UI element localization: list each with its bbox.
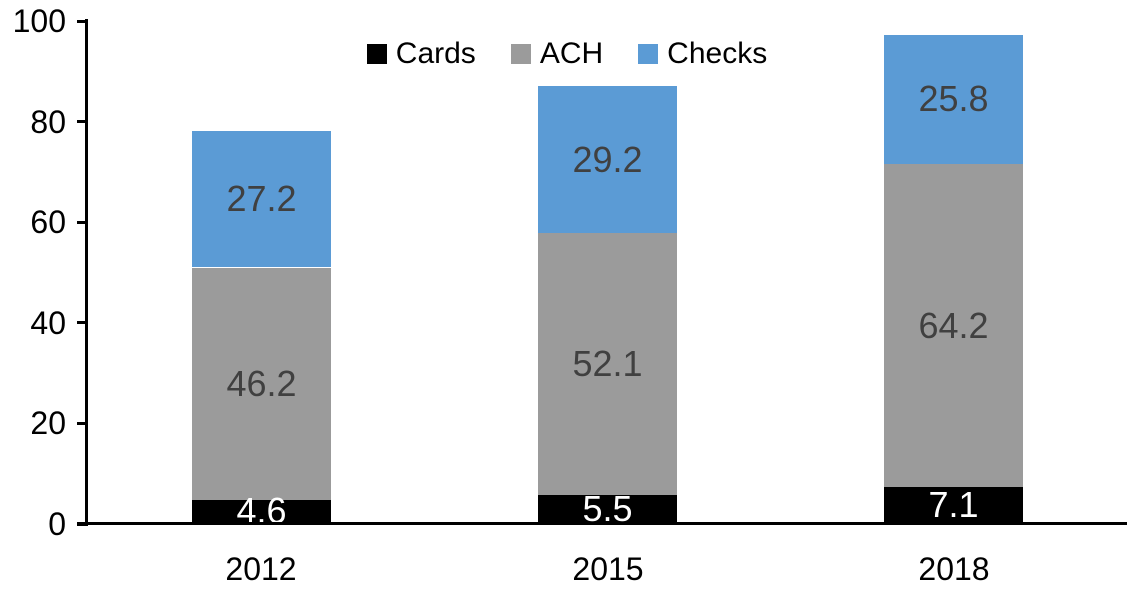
- y-tick-mark: [77, 20, 88, 23]
- legend-item-cards: Cards: [366, 37, 476, 70]
- x-axis-label-2018: 2018: [918, 551, 990, 587]
- y-axis-label-60: 60: [30, 204, 66, 240]
- bar-2015-checks-value: 29.2: [572, 138, 643, 180]
- y-tick-mark: [77, 221, 88, 224]
- y-tick-mark: [77, 321, 88, 324]
- y-axis-label-0: 0: [48, 506, 66, 542]
- legend: Cards ACH Checks: [0, 38, 1134, 70]
- legend-item-checks: Checks: [638, 38, 767, 70]
- legend-label-ach: ACH: [539, 37, 604, 70]
- bar-2018-checks-segment: 25.8: [884, 34, 1023, 165]
- bar-2018-ach-segment: 64.2: [884, 164, 1023, 488]
- bar-2015-checks-segment: 29.2: [538, 86, 677, 234]
- y-axis-label-40: 40: [30, 305, 66, 341]
- bar-2018-cards-segment: 7.1: [884, 487, 1023, 523]
- bar-2015-cards-segment: 5.5: [538, 491, 677, 527]
- y-axis-line: [85, 19, 88, 525]
- bar-2012-checks-value: 27.2: [226, 178, 297, 220]
- bar-2018: 7.1 64.2 25.8: [884, 21, 1023, 523]
- x-axis-line: [77, 522, 1127, 525]
- bar-2012-ach-segment: 46.2: [192, 267, 331, 500]
- legend-item-ach: ACH: [510, 37, 604, 70]
- bar-2012: 4.6 46.2 27.2: [192, 21, 331, 529]
- x-axis-label-2012: 2012: [225, 551, 297, 587]
- bar-2015-ach-segment: 52.1: [538, 233, 677, 496]
- y-tick-mark: [77, 422, 88, 425]
- bar-2015: 5.5 52.1 29.2: [538, 21, 677, 527]
- bar-2018-cards-value: 7.1: [928, 484, 979, 526]
- x-axis-label-2015: 2015: [572, 551, 644, 587]
- bar-2015-ach-value: 52.1: [572, 343, 643, 385]
- bar-2012-ach-value: 46.2: [226, 362, 297, 404]
- ach-swatch-icon: [510, 44, 531, 64]
- bar-2012-cards-segment: 4.6: [192, 493, 331, 529]
- bar-2012-checks-segment: 27.2: [192, 130, 331, 268]
- legend-label-checks: Checks: [667, 37, 768, 70]
- bar-2018-ach-value: 64.2: [918, 304, 989, 346]
- bar-2018-checks-value: 25.8: [918, 78, 989, 120]
- cards-swatch-icon: [366, 44, 387, 64]
- checks-swatch-icon: [638, 44, 659, 64]
- y-axis-label-20: 20: [30, 405, 66, 441]
- legend-label-cards: Cards: [395, 37, 476, 70]
- y-axis-label-80: 80: [30, 104, 66, 140]
- y-axis-label-100: 100: [12, 3, 66, 39]
- bar-2015-cards-value: 5.5: [582, 488, 633, 530]
- y-tick-mark: [77, 120, 88, 123]
